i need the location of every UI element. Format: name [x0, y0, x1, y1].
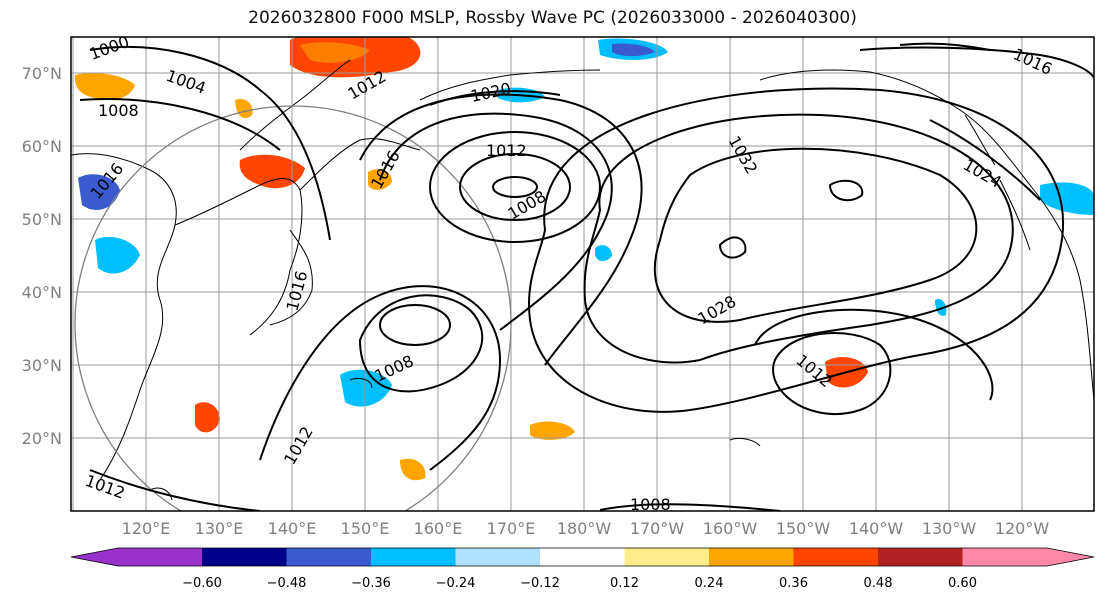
- colorbar-segment: [455, 548, 540, 566]
- colorbar-tick-label: −0.48: [267, 576, 307, 591]
- colorbar-segment: [624, 548, 709, 566]
- colorbar-tick-label: 0.60: [948, 576, 977, 591]
- colorbar-tick-label: −0.60: [182, 576, 222, 591]
- lon-label: 160°E: [414, 519, 463, 538]
- colorbar-segment: [793, 548, 878, 566]
- lon-label: 120°W: [995, 519, 1050, 538]
- lon-label: 160°W: [703, 519, 758, 538]
- lon-label: 140°E: [268, 519, 317, 538]
- isobar-label: 1008: [98, 101, 139, 120]
- colorbar-segment: [286, 548, 371, 566]
- map-panel: 1000 1004 1008 1012 1016 1020 1016 1012 …: [71, 37, 1094, 514]
- lon-label: 180°W: [557, 519, 612, 538]
- lon-label: 130°W: [922, 519, 977, 538]
- colorbar-segment: [878, 548, 963, 566]
- lat-label: 30°N: [22, 356, 62, 375]
- lon-label: 130°E: [195, 519, 244, 538]
- lat-labels: 70°N 60°N 50°N 40°N 30°N 20°N: [22, 64, 62, 448]
- colorbar-segment: [709, 548, 794, 566]
- lon-labels: 120°E 130°E 140°E 150°E 160°E 170°E 180°…: [122, 519, 1050, 538]
- lat-label: 60°N: [22, 137, 62, 156]
- lon-label: 170°W: [630, 519, 685, 538]
- isobar-label: 1012: [486, 141, 527, 160]
- colorbar-tick-label: 0.12: [610, 576, 639, 591]
- colorbar-segment: [202, 548, 287, 566]
- map-title: 2026032800 F000 MSLP, Rossby Wave PC (20…: [248, 8, 857, 28]
- lat-label: 70°N: [22, 64, 62, 83]
- lon-label: 170°E: [487, 519, 536, 538]
- colorbar-segment: [371, 548, 456, 566]
- colorbar-tick-label: 0.48: [864, 576, 893, 591]
- lat-label: 40°N: [22, 283, 62, 302]
- colorbar-tick-label: 0.36: [779, 576, 808, 591]
- colorbar-tick-label: −0.24: [436, 576, 476, 591]
- isobars: [79, 42, 1094, 511]
- isobar-label: 1008: [630, 495, 671, 514]
- lon-label: 120°E: [122, 519, 171, 538]
- colorbar-segment: [71, 548, 202, 566]
- colorbar: −0.60 −0.48 −0.36 −0.24 −0.12 0.12 0.24 …: [70, 547, 1095, 591]
- lat-label: 20°N: [22, 429, 62, 448]
- colorbar-tick-label: −0.36: [351, 576, 391, 591]
- reference-circle: [74, 105, 512, 511]
- lat-label: 50°N: [22, 210, 62, 229]
- colorbar-tick-label: 0.24: [695, 576, 724, 591]
- lon-label: 140°W: [849, 519, 904, 538]
- graticule: [71, 37, 1094, 511]
- colorbar-segment: [540, 548, 625, 566]
- lon-label: 150°W: [776, 519, 831, 538]
- map-frame: [70, 36, 1095, 512]
- lon-label: 150°E: [341, 519, 390, 538]
- colorbar-segment: [962, 548, 1094, 566]
- colorbar-tick-label: −0.12: [520, 576, 560, 591]
